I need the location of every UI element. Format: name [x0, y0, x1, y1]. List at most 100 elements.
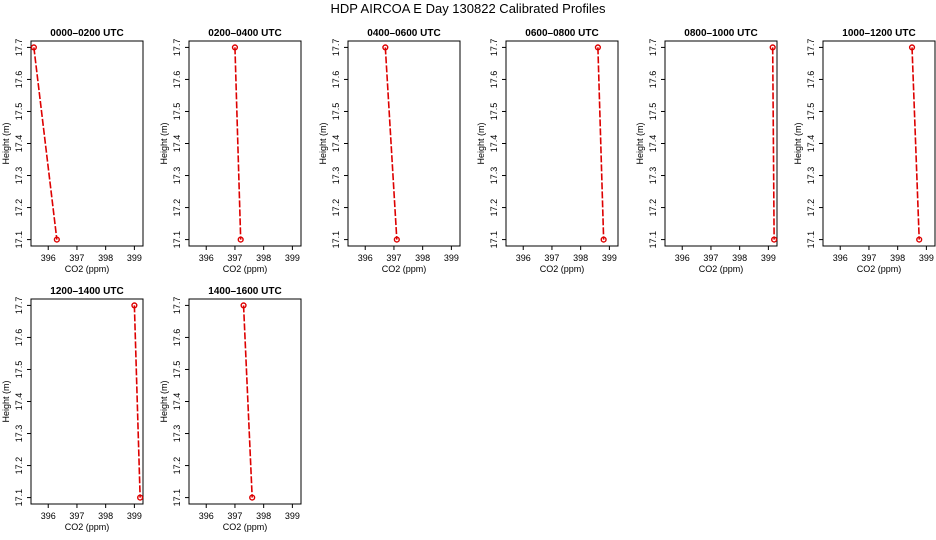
x-axis-label: CO2 (ppm)	[382, 264, 427, 274]
y-tick-label: 17.3	[172, 425, 182, 443]
y-tick-label: 17.1	[172, 231, 182, 249]
y-tick-label: 17.6	[14, 329, 24, 347]
y-tick-label: 17.5	[172, 103, 182, 121]
plot-frame	[30, 298, 144, 505]
y-tick-label: 17.4	[648, 135, 658, 153]
x-tick-label: 396	[199, 511, 214, 521]
x-tick-label: 397	[861, 253, 876, 263]
panel-title: 0200–0400 UTC	[208, 28, 281, 39]
panel-title: 0400–0600 UTC	[367, 28, 440, 39]
y-axis-label: Height (m)	[159, 122, 169, 164]
y-tick-label: 17.4	[14, 135, 24, 153]
profile-line	[911, 47, 921, 240]
y-tick-label: 17.7	[14, 297, 24, 315]
plot-frame	[664, 40, 778, 247]
y-tick-label: 17.5	[14, 361, 24, 379]
x-axis-label: CO2 (ppm)	[699, 264, 744, 274]
profile-line	[242, 305, 253, 498]
panel-title: 1400–1600 UTC	[208, 286, 281, 297]
y-tick-label: 17.4	[172, 393, 182, 411]
x-tick-label: 396	[199, 253, 214, 263]
x-tick-label: 396	[675, 253, 690, 263]
profile-panel: 1000–1200 UTC 396 397 398 399 17.1 17.2 17.3 17.…	[793, 28, 936, 274]
y-tick-label: 17.3	[806, 167, 816, 185]
profile-panel: 0800–1000 UTC 396 397 398 399 17.1 17.2 17.3 17.…	[635, 28, 778, 274]
y-tick-label: 17.4	[489, 135, 499, 153]
x-tick-label: 399	[919, 253, 934, 263]
profile-line	[33, 47, 58, 240]
y-tick-label: 17.7	[806, 39, 816, 57]
panel-title: 0000–0200 UTC	[50, 28, 123, 39]
data-point	[137, 494, 144, 501]
y-tick-label: 17.4	[806, 135, 816, 153]
profile-panel: 1400–1600 UTC 396 397 398 399 17.1 17.2 17.3 17.…	[159, 286, 302, 532]
x-tick-label: 398	[98, 253, 113, 263]
y-tick-label: 17.2	[172, 457, 182, 475]
y-tick-label: 17.7	[648, 39, 658, 57]
plot-frame	[347, 40, 461, 247]
y-tick-label: 17.1	[172, 489, 182, 507]
x-tick-label: 399	[602, 253, 617, 263]
data-point	[53, 236, 60, 243]
x-axis-label: CO2 (ppm)	[223, 264, 268, 274]
y-tick-label: 17.2	[172, 199, 182, 217]
y-tick-label: 17.5	[489, 103, 499, 121]
x-axis-label: CO2 (ppm)	[857, 264, 902, 274]
y-tick-label: 17.2	[331, 199, 341, 217]
data-point	[382, 44, 389, 51]
plot-frame	[188, 40, 302, 247]
y-tick-label: 17.5	[806, 103, 816, 121]
x-tick-label: 397	[544, 253, 559, 263]
data-point	[908, 44, 916, 51]
data-point	[594, 44, 601, 51]
y-tick-label: 17.1	[331, 231, 341, 249]
y-tick-label: 17.3	[489, 167, 499, 185]
y-tick-label: 17.4	[331, 135, 341, 153]
y-tick-label: 17.7	[172, 297, 182, 315]
y-tick-label: 17.1	[648, 231, 658, 249]
x-tick-label: 399	[285, 253, 300, 263]
data-point	[30, 44, 37, 51]
y-tick-label: 17.6	[648, 71, 658, 89]
x-tick-label: 398	[732, 253, 747, 263]
y-tick-label: 17.2	[648, 199, 658, 217]
x-tick-label: 399	[444, 253, 459, 263]
x-tick-label: 397	[69, 511, 84, 521]
y-tick-label: 17.2	[14, 199, 24, 217]
y-tick-label: 17.5	[14, 103, 24, 121]
x-tick-label: 396	[41, 253, 56, 263]
x-tick-label: 397	[69, 253, 84, 263]
x-tick-label: 398	[256, 253, 271, 263]
y-tick-label: 17.5	[172, 361, 182, 379]
data-point	[769, 44, 776, 51]
x-tick-label: 398	[573, 253, 588, 263]
data-point	[600, 236, 607, 243]
y-axis-label: Height (m)	[635, 122, 645, 164]
data-point	[916, 236, 923, 243]
x-tick-label: 398	[256, 511, 271, 521]
panel-title: 1000–1200 UTC	[842, 28, 915, 39]
y-axis-label: Height (m)	[1, 380, 11, 422]
profile-line	[597, 47, 605, 240]
data-point	[249, 494, 256, 501]
panels: 0000–0200 UTC 396 397 398 399 17.1 17.2 17.3 17.…	[1, 28, 936, 532]
profile-panel: 0200–0400 UTC 396 397 398 399 17.1 17.2 17.3 17.…	[159, 28, 302, 274]
profile-panel: 0600–0800 UTC 396 397 398 399 17.1 17.2 17.3 17.…	[476, 28, 619, 274]
panel-title: 0800–1000 UTC	[684, 28, 757, 39]
y-tick-label: 17.5	[648, 103, 658, 121]
x-axis-label: CO2 (ppm)	[223, 522, 268, 532]
x-tick-label: 399	[285, 511, 300, 521]
x-tick-label: 396	[358, 253, 373, 263]
data-point	[131, 302, 138, 309]
data-point	[240, 302, 247, 309]
panel-title: 1200–1400 UTC	[50, 286, 123, 297]
y-tick-label: 17.1	[14, 489, 24, 507]
profile-line	[133, 305, 141, 498]
profile-panel: 0000–0200 UTC 396 397 398 399 17.1 17.2 17.3 17.…	[1, 28, 144, 274]
y-tick-label: 17.2	[14, 457, 24, 475]
x-tick-label: 396	[833, 253, 848, 263]
x-tick-label: 399	[127, 511, 142, 521]
y-tick-label: 17.7	[331, 39, 341, 57]
y-tick-label: 17.1	[489, 231, 499, 249]
